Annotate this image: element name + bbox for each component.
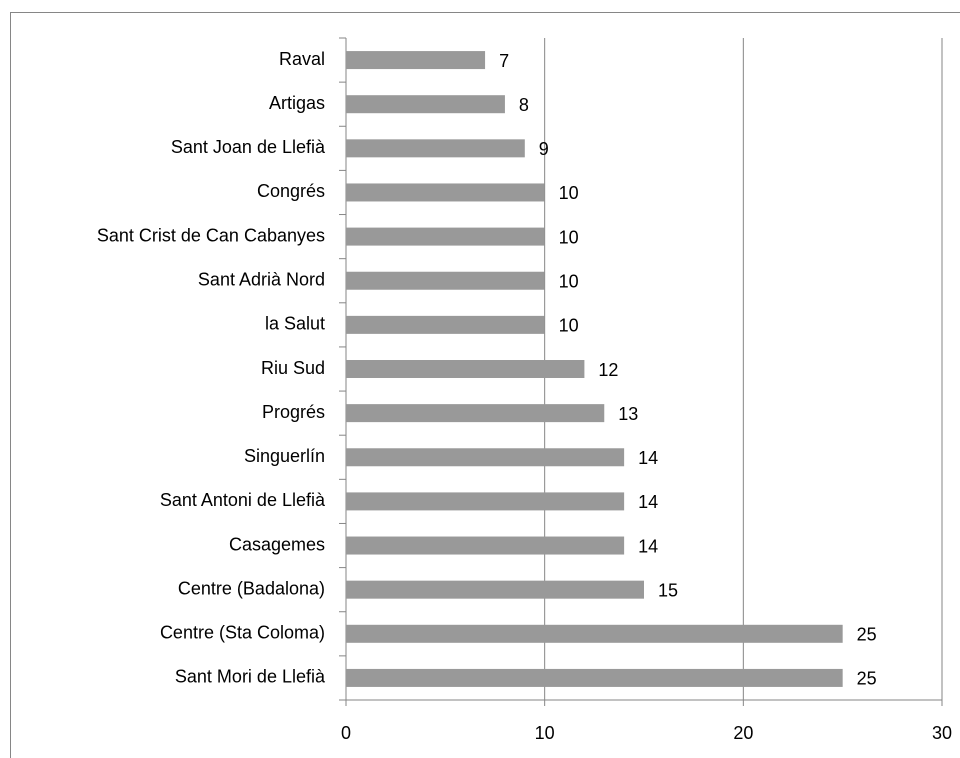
value-label: 15 <box>658 580 678 600</box>
value-label: 14 <box>638 536 658 556</box>
value-label: 7 <box>499 51 509 71</box>
x-tick-label: 10 <box>535 723 555 743</box>
x-tick-label: 0 <box>341 723 351 743</box>
x-tick-label: 30 <box>932 723 952 743</box>
x-tick-label: 20 <box>733 723 753 743</box>
y-tick-label: Centre (Badalona) <box>178 578 325 598</box>
bar <box>346 580 644 599</box>
bar <box>346 271 545 290</box>
value-label: 10 <box>559 316 579 336</box>
y-tick-label: Centre (Sta Coloma) <box>160 623 325 643</box>
value-label: 10 <box>559 183 579 203</box>
y-tick-label: Casagemes <box>229 534 325 554</box>
bar <box>346 360 585 378</box>
bar <box>346 315 545 334</box>
value-label: 12 <box>598 360 618 380</box>
y-tick-label: Sant Antoni de Llefià <box>160 490 326 510</box>
value-label: 9 <box>539 139 549 159</box>
bar <box>346 624 843 643</box>
bar <box>346 51 486 70</box>
bar <box>346 139 525 158</box>
y-tick-label: Raval <box>279 49 325 69</box>
bar <box>346 404 605 423</box>
value-label: 14 <box>638 448 658 468</box>
y-tick-label: Sant Mori de Llefià <box>175 667 326 687</box>
value-label: 10 <box>559 227 579 247</box>
value-label: 14 <box>638 492 658 512</box>
bar <box>346 227 545 246</box>
chart-frame <box>10 12 960 758</box>
bar <box>346 536 625 555</box>
y-tick-label: Singuerlín <box>244 446 325 466</box>
bar <box>346 668 843 687</box>
y-tick-label: Sant Crist de Can Cabanyes <box>97 225 325 245</box>
value-label: 10 <box>559 271 579 291</box>
bar <box>346 95 505 114</box>
y-tick-label: Artigas <box>269 93 325 113</box>
y-tick-label: Sant Joan de Llefià <box>171 137 326 157</box>
bar <box>346 183 545 202</box>
value-label: 13 <box>618 404 638 424</box>
value-label: 8 <box>519 95 529 115</box>
y-tick-label: Sant Adrià Nord <box>198 269 325 289</box>
y-tick-label: Congrés <box>257 181 325 201</box>
y-tick-label: la Salut <box>265 314 325 334</box>
y-tick-label: Riu Sud <box>261 358 325 378</box>
bar <box>346 492 625 511</box>
value-label: 25 <box>857 625 877 645</box>
bar <box>346 448 625 467</box>
value-label: 25 <box>857 669 877 689</box>
y-tick-label: Progrés <box>262 402 325 422</box>
